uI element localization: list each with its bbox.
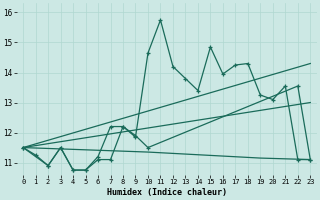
X-axis label: Humidex (Indice chaleur): Humidex (Indice chaleur): [107, 188, 227, 197]
